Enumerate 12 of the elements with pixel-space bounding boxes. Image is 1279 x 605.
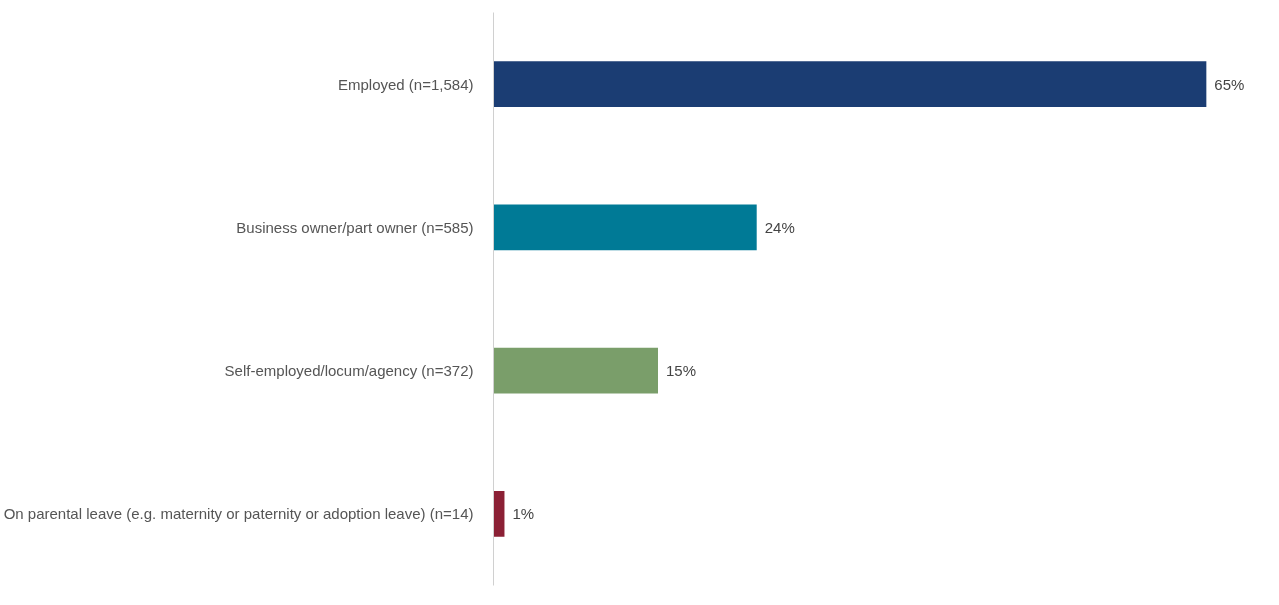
bar bbox=[493, 347, 658, 394]
bar bbox=[493, 490, 505, 537]
y-tick-label: Self-employed/locum/agency (n=372) bbox=[224, 362, 474, 380]
data-label: 65% bbox=[1214, 75, 1245, 93]
y-tick-label: Business owner/part owner (n=585) bbox=[236, 218, 474, 236]
data-label: 1% bbox=[512, 505, 535, 523]
bar bbox=[493, 204, 757, 251]
y-tick-label: Employed (n=1,584) bbox=[338, 75, 474, 93]
bar bbox=[493, 61, 1207, 108]
y-tick-label: On parental leave (e.g. maternity or paternity or adoption leave) (n=14) bbox=[3, 505, 474, 523]
data-label: 15% bbox=[666, 362, 697, 380]
data-label: 24% bbox=[764, 218, 795, 236]
